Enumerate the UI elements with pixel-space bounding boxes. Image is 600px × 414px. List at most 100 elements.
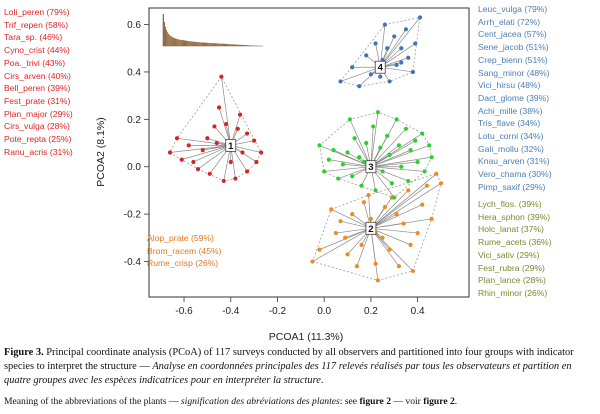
point-group-1	[245, 169, 250, 174]
point-group-4	[357, 84, 362, 89]
figure-caption: Figure 3. Principal coordinate analysis …	[4, 346, 596, 389]
species-item: Fest_rubra (29%)	[478, 262, 545, 273]
species-item: Pote_repta (25%)	[4, 134, 72, 145]
point-group-3	[389, 181, 395, 186]
species-item: Vici_hirsu (48%)	[478, 80, 541, 91]
point-group-1	[252, 138, 257, 143]
species-item: Holc_lanat (37%)	[478, 224, 544, 235]
y-tick-label: 0.4	[127, 67, 141, 78]
spoke-group-3	[370, 112, 379, 167]
y-axis-label: PCOA2 (8.1%)	[95, 117, 107, 186]
inset-bar	[204, 42, 205, 46]
point-group-1	[186, 143, 191, 148]
inset-bar	[180, 39, 182, 46]
inset-bar	[236, 44, 238, 46]
species-item: Vici_sativ (29%)	[478, 249, 540, 260]
inset-bar	[245, 45, 246, 46]
point-group-3	[396, 143, 402, 148]
species-item: Plan_lance (28%)	[478, 275, 546, 286]
inset-bar	[185, 40, 186, 46]
inset-bar	[250, 45, 252, 46]
spoke-group-2	[370, 183, 442, 229]
y-tick-label: 0.6	[127, 20, 141, 31]
point-group-3	[408, 148, 413, 153]
spoke-group-2	[370, 227, 418, 234]
species-item: Cirs_arven (40%)	[4, 70, 71, 81]
note-dash: — voir	[391, 396, 424, 407]
species-item: Loli_peren (79%)	[4, 7, 70, 17]
inset-bar	[195, 41, 197, 46]
spoke-group-1	[181, 145, 231, 160]
inset-bar	[172, 37, 174, 46]
point-group-2	[368, 216, 373, 221]
point-group-1	[216, 105, 222, 110]
point-group-3	[359, 183, 364, 188]
inset-bar	[168, 33, 170, 46]
point-group-3	[403, 126, 409, 131]
point-group-4	[387, 79, 392, 84]
point-group-2	[420, 202, 425, 207]
inset-bar	[227, 44, 229, 46]
species-item: Rhin_minor (26%)	[478, 287, 548, 298]
point-group-3	[357, 155, 362, 160]
inset-bar	[178, 39, 180, 46]
species-item: Poa._trivi (43%)	[4, 57, 66, 68]
point-group-1	[237, 112, 243, 117]
point-group-2	[429, 216, 434, 221]
y-tick-label: -0.4	[124, 257, 142, 268]
point-group-3	[350, 174, 355, 179]
inset-bar	[217, 43, 219, 46]
species-item: Cirs_vulga (28%)	[4, 121, 70, 132]
point-group-3	[317, 143, 322, 148]
point-group-2	[361, 200, 366, 205]
inset-bar	[209, 42, 211, 46]
species-list-group4: Leuc_vulga (79%) Arrh_elati (72%) Cent_jac…	[478, 3, 552, 194]
point-group-2	[382, 204, 388, 210]
point-group-4	[394, 62, 399, 67]
species-item: Lych_flos. (39%)	[478, 199, 542, 209]
centroid-box-1	[225, 138, 237, 152]
species-item: Knau_arven (31%)	[478, 156, 550, 167]
point-group-3	[420, 131, 425, 136]
inset-bar	[220, 43, 222, 46]
inset-bar	[210, 42, 212, 46]
point-group-4	[410, 69, 416, 75]
species-item: Pimp_saxif (29%)	[478, 181, 546, 192]
caption-text: Principal coordinate analysis (PCoA) of …	[4, 347, 574, 373]
inset-bar	[191, 41, 193, 46]
inset-bar	[164, 22, 165, 46]
centroid-label-4: 4	[378, 63, 384, 74]
point-group-1	[221, 178, 226, 184]
point-group-3	[331, 148, 336, 153]
note-mid: : see	[339, 396, 360, 407]
inset-bar	[183, 40, 184, 46]
point-group-2	[329, 207, 334, 212]
point-group-4	[413, 41, 418, 46]
point-group-3	[361, 159, 366, 165]
point-group-3	[422, 169, 427, 174]
y-tick-label: 0.0	[127, 162, 141, 173]
inset-bar	[203, 42, 204, 46]
point-group-2	[408, 242, 413, 247]
spoke-group-3	[324, 166, 371, 172]
spoke-group-1	[197, 145, 231, 170]
point-group-4	[338, 79, 343, 84]
note-figure-ref-fr: figure 2	[423, 396, 455, 407]
inset-bar	[189, 41, 191, 46]
point-group-2	[343, 235, 348, 240]
point-group-1	[205, 136, 210, 141]
centroid-label-1: 1	[228, 141, 234, 152]
point-group-1	[195, 166, 201, 172]
spoke-group-2	[370, 228, 379, 281]
inset-bar	[233, 44, 235, 46]
inset-bar	[193, 41, 195, 46]
spoke-group-3	[370, 128, 407, 167]
spoke-group-2	[370, 227, 411, 246]
inset-bar	[188, 41, 190, 46]
spoke-group-2	[370, 218, 432, 229]
species-item: Tara_sp. (46%)	[4, 32, 63, 43]
inset-bar	[177, 39, 179, 46]
point-group-3	[336, 176, 341, 181]
spoke-group-3	[338, 166, 372, 179]
species-item: Ranu_acris (31%)	[4, 146, 73, 157]
